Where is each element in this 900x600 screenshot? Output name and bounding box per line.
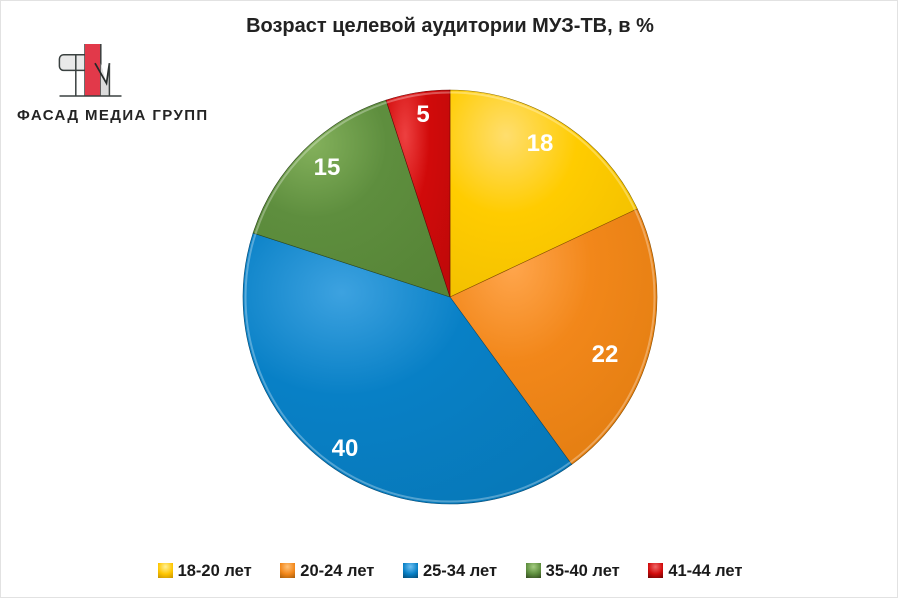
svg-text:40: 40 [332, 435, 359, 462]
svg-text:5: 5 [416, 101, 429, 128]
svg-text:22: 22 [592, 341, 619, 368]
svg-text:18: 18 [527, 130, 554, 157]
svg-text:15: 15 [314, 154, 341, 181]
